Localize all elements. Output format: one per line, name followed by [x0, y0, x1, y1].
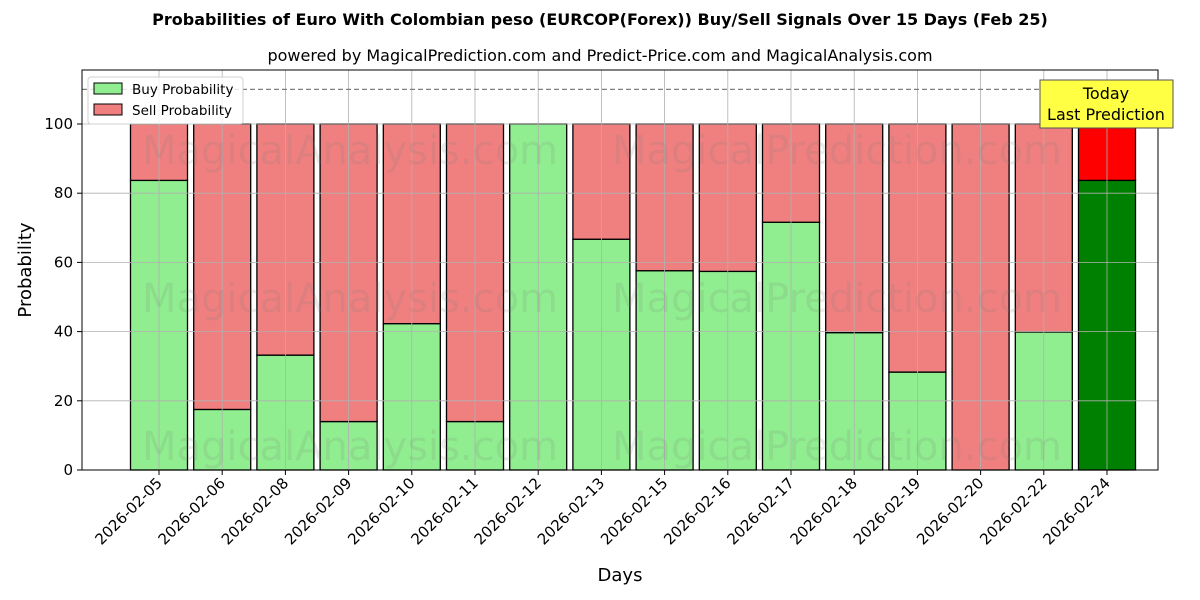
x-tick-label: 2026-02-17 — [723, 474, 797, 548]
y-tick-label: 100 — [44, 115, 73, 133]
annotation-line-1: Today — [1082, 84, 1129, 103]
x-tick-label: 2026-02-12 — [471, 474, 545, 548]
y-tick-label: 60 — [54, 253, 73, 271]
chart-subtitle: powered by MagicalPrediction.com and Pre… — [267, 46, 933, 65]
legend-label-sell: Sell Probability — [132, 103, 232, 119]
x-tick-label: 2026-02-20 — [913, 474, 987, 548]
x-tick-label: 2026-02-15 — [597, 474, 671, 548]
x-tick-label: 2026-02-19 — [850, 474, 924, 548]
y-tick-label: 40 — [54, 323, 73, 341]
x-tick-label: 2026-02-13 — [534, 474, 608, 548]
legend — [87, 76, 244, 125]
x-tick-label: 2026-02-05 — [91, 474, 165, 548]
chart-title: Probabilities of Euro With Colombian pes… — [152, 10, 1048, 29]
x-tick-label: 2026-02-16 — [660, 474, 734, 548]
x-tick-label: 2026-02-06 — [155, 474, 229, 548]
x-tick-label: 2026-02-08 — [218, 474, 292, 548]
watermark-text: MagicalAnalysis.com — [142, 128, 558, 174]
x-tick-label: 2026-02-11 — [407, 474, 481, 548]
watermark-text: MagicalAnalysis.com — [142, 424, 558, 470]
legend-swatch-buy — [93, 82, 123, 95]
legend-swatch-sell — [93, 103, 123, 116]
x-tick-label: 2026-02-22 — [976, 474, 1050, 548]
watermark-text: MagicalPrediction.com — [612, 128, 1062, 174]
x-tick-label: 2026-02-18 — [787, 474, 861, 548]
today-annotation-box — [1039, 79, 1174, 129]
y-tick-label: 20 — [54, 392, 73, 410]
watermark-text: MagicalPrediction.com — [612, 276, 1062, 322]
annotation-line-2: Last Prediction — [1047, 105, 1165, 124]
y-tick-label: 80 — [54, 184, 73, 202]
x-tick-label: 2026-02-09 — [281, 474, 355, 548]
watermark-text: MagicalAnalysis.com — [142, 276, 558, 322]
x-tick-label: 2026-02-24 — [1039, 474, 1113, 548]
legend-label-buy: Buy Probability — [132, 82, 233, 98]
watermark-text: MagicalPrediction.com — [612, 424, 1062, 470]
y-tick-label: 0 — [63, 461, 73, 479]
y-axis-label: Probability — [15, 222, 36, 317]
x-axis-label: Days — [598, 565, 643, 586]
x-tick-label: 2026-02-10 — [344, 474, 418, 548]
plot-frame — [81, 69, 1159, 471]
